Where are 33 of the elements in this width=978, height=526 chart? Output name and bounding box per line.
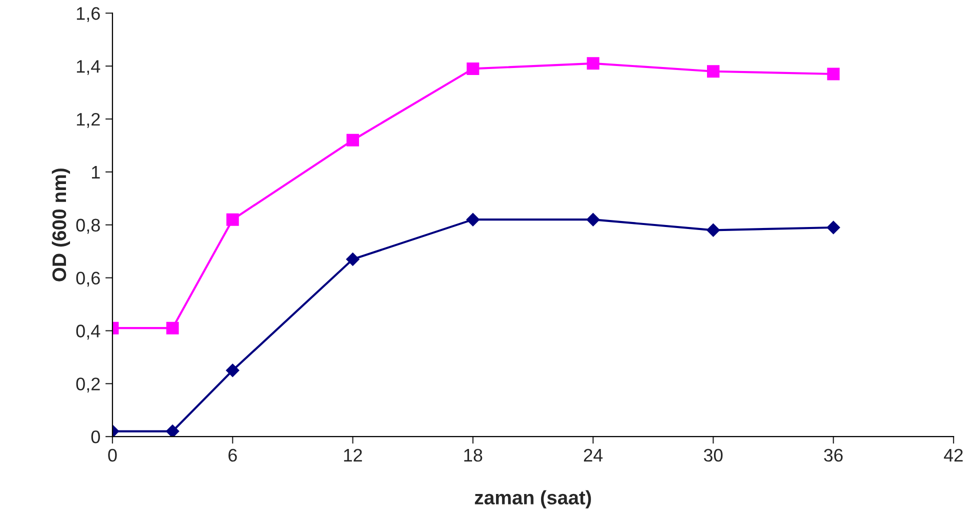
point [586,212,600,226]
point [166,424,180,437]
y-tick-label: 1 [92,166,100,178]
point [226,364,240,378]
x-tick-label: 12 [344,448,362,462]
y-tick-label: 0,6 [76,272,100,287]
y-tick-label: 1,2 [76,112,100,128]
y-tick-label: 1,6 [76,7,100,22]
x-tick-label: 18 [464,448,482,462]
point [166,322,179,334]
point [706,65,720,78]
point [586,57,600,70]
x-axis-title: zaman (saat) [474,490,591,508]
point [226,213,239,226]
point [346,252,360,266]
y-tick-label: 1,4 [76,60,100,75]
point [466,212,480,226]
point [706,224,720,237]
point [346,134,360,146]
x-tick-label: 24 [584,448,603,462]
y-tick-label: 0 [91,430,100,444]
x-tick-label: 0 [108,448,117,462]
x-tick-label: 36 [824,448,843,462]
y-tick-label: 0,2 [76,378,100,393]
y-tick-label: 0,4 [76,324,100,340]
y-tick-label: 0,8 [76,218,100,234]
x-tick-label: 30 [704,448,723,462]
point [827,68,840,80]
point [826,220,840,234]
x-tick-label: 6 [228,448,237,462]
x-tick-label: 42 [944,448,963,462]
point [466,62,480,75]
y-axis-title: OD (600 nm) [52,168,70,282]
